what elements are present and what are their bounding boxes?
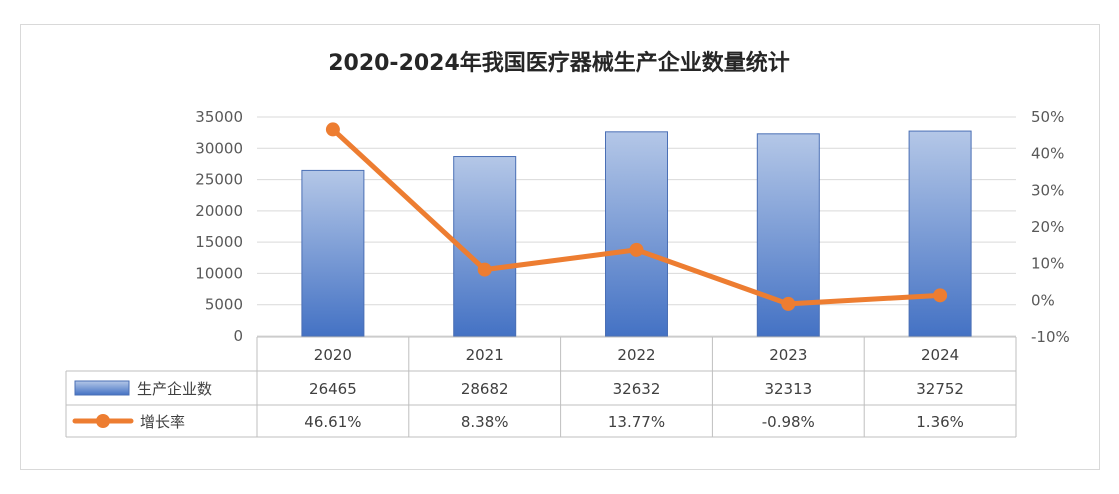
y-right-tick-label: 30%: [1031, 181, 1064, 199]
chart-title: 2020-2024年我国医疗器械生产企业数量统计: [328, 50, 790, 76]
data-label: 13.77%: [608, 413, 665, 431]
data-label: 46.61%: [304, 413, 361, 431]
growth-point: [477, 262, 492, 277]
data-label: 32313: [764, 380, 812, 398]
data-label: -0.98%: [762, 413, 815, 431]
category-label: 2022: [617, 346, 655, 364]
growth-point: [629, 242, 644, 257]
legend-label-growth: 增长率: [140, 413, 185, 431]
y-right-tick-label: 10%: [1031, 255, 1064, 273]
growth-point: [781, 296, 796, 311]
right-axis: -10% 0% 10% 20% 30% 40% 50%: [1031, 108, 1070, 346]
category-label: 2021: [466, 346, 504, 364]
bar: [301, 169, 365, 337]
bar: [453, 156, 517, 337]
category-label: 2024: [921, 346, 959, 364]
y-left-tick-label: 0: [233, 327, 243, 345]
legend-label-enterprises: 生产企业数: [137, 380, 212, 398]
y-left-tick-label: 25000: [195, 171, 243, 189]
left-axis: 0 5000 10000 15000 20000 25000 30000 35000: [195, 108, 243, 345]
y-right-tick-label: -10%: [1031, 328, 1070, 346]
data-label: 32632: [613, 380, 661, 398]
y-right-tick-label: 40%: [1031, 145, 1064, 163]
bar: [605, 131, 668, 337]
category-label: 2023: [769, 346, 807, 364]
y-left-tick-label: 10000: [195, 264, 243, 282]
y-left-tick-label: 35000: [195, 108, 243, 126]
data-table: 2020 2021 2022 2023 2024 生产企业数 26465 28682 32632…: [65, 336, 1017, 438]
data-label: 1.36%: [916, 413, 964, 431]
legend-line-marker: [96, 414, 110, 428]
bar: [908, 130, 972, 337]
data-label: 26465: [309, 380, 357, 398]
y-right-tick-label: 0%: [1031, 291, 1055, 309]
line-series: [325, 122, 948, 311]
data-label: 28682: [461, 380, 509, 398]
data-label: 32752: [916, 380, 964, 398]
growth-point: [933, 288, 948, 303]
y-left-tick-label: 20000: [195, 202, 243, 220]
y-left-tick-label: 15000: [195, 233, 243, 251]
data-label: 8.38%: [461, 413, 509, 431]
category-label: 2020: [314, 346, 352, 364]
y-left-tick-label: 30000: [195, 139, 243, 157]
y-right-tick-label: 50%: [1031, 108, 1064, 126]
legend-bar-swatch: [74, 380, 130, 396]
y-right-tick-label: 20%: [1031, 218, 1064, 236]
y-left-tick-label: 5000: [205, 296, 243, 314]
bar-series: [301, 130, 972, 337]
growth-point: [325, 122, 340, 137]
